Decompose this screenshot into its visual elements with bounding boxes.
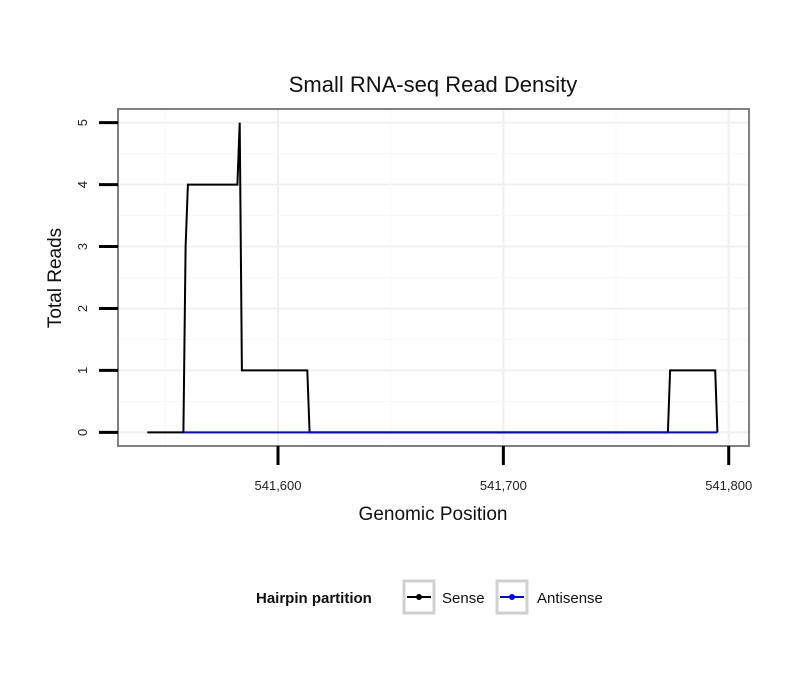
y-tick-label-3: 3 [75,243,90,250]
x-tick-label-0: 541,600 [255,478,302,493]
legend-key-antisense [495,579,529,615]
legend-item-sense[interactable]: Sense [402,579,485,615]
y-tick-label-1: 1 [75,367,90,374]
legend-dot-antisense [509,594,515,600]
legend-dot-sense [416,594,422,600]
grid-lines [118,109,749,446]
x-axis-title: Genomic Position [359,504,508,525]
series-layer [147,122,719,434]
legend-title: Hairpin partition [256,590,372,607]
series-line-sense [147,122,719,434]
legend-label-sense: Sense [442,590,485,607]
y-axis-title: Total Reads [45,228,66,328]
x-tick-label-2: 541,800 [705,478,752,493]
y-axis: 0 1 2 3 4 5 [75,119,118,436]
plot-border [117,108,750,447]
y-tick-label-2: 2 [75,305,90,312]
chart-title: Small RNA-seq Read Density [289,72,578,97]
y-tick-label-5: 5 [75,119,90,126]
y-tick-label-0: 0 [75,429,90,436]
legend: Hairpin partition Sense Antisense [256,579,603,615]
legend-label-antisense: Antisense [537,590,603,607]
legend-key-sense [402,579,436,615]
y-tick-label-4: 4 [75,181,90,188]
legend-item-antisense[interactable]: Antisense [495,579,603,615]
x-axis: 541,600 541,700 541,800 [255,446,752,493]
x-tick-label-1: 541,700 [480,478,527,493]
